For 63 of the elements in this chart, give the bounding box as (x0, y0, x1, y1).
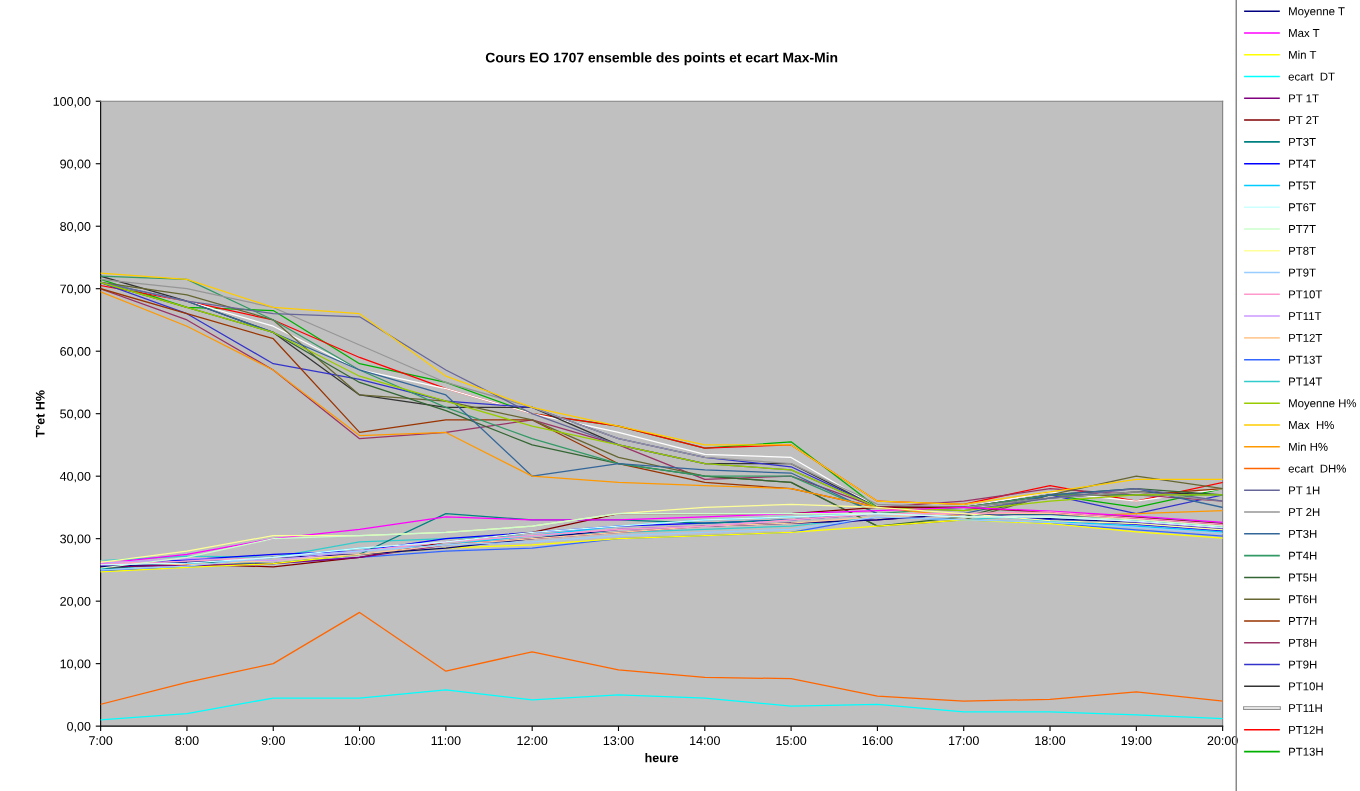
x-tick-label: 19:00 (1121, 736, 1152, 746)
legend-label: PT5H (1289, 573, 1317, 582)
legend-label: Moyenne H% (1289, 399, 1357, 410)
y-tick-label: 40,00 (59, 471, 91, 483)
legend-label: PT9H (1289, 660, 1317, 669)
x-tick-label: 20:00 (1207, 736, 1238, 746)
legend-label: PT7T (1289, 225, 1316, 233)
y-tick-label: 90,00 (60, 159, 91, 170)
legend-label: PT6H (1289, 595, 1317, 604)
chart-title: Cours EO 1707 ensemble des points et ecart Max-Min (485, 52, 838, 66)
legend-label: PT13H (1289, 747, 1323, 756)
legend-label: PT13T (1289, 355, 1323, 364)
y-tick-label: 100,00 (53, 97, 91, 108)
y-tick-label: 80,00 (60, 222, 91, 233)
legend-label: Max T (1289, 29, 1320, 38)
legend-label: Moyenne T (1289, 7, 1345, 18)
x-tick-label: 8:00 (175, 736, 199, 746)
legend-label: PT5T (1289, 181, 1316, 190)
x-tick-label: 10:00 (344, 736, 375, 746)
x-tick-label: 9:00 (261, 736, 285, 746)
x-tick-label: 18:00 (1035, 736, 1066, 746)
legend-label: PT3T (1289, 137, 1316, 146)
y-tick-label: 50,00 (60, 409, 91, 420)
legend-label: PT3H (1289, 529, 1317, 538)
x-tick-label: 7:00 (89, 736, 113, 746)
x-tick-label: 13:00 (603, 736, 634, 746)
legend-label: Max H% (1289, 421, 1334, 430)
legend-label: PT 2H (1289, 508, 1320, 517)
legend-label: PT14T (1289, 377, 1323, 386)
legend-label: ecart DT (1288, 72, 1335, 81)
y-tick-label: 20,00 (60, 596, 91, 608)
legend-label: PT 2T (1289, 116, 1319, 125)
x-tick-label: 16:00 (862, 736, 893, 746)
legend-label: PT11T (1289, 312, 1322, 321)
y-tick-label: 60,00 (60, 347, 91, 358)
y-axis-title: T°et H% (35, 390, 45, 438)
legend-label: PT10H (1289, 682, 1323, 691)
legend-label: PT 1T (1289, 94, 1319, 103)
legend-label: PT12T (1289, 333, 1323, 342)
legend-label: PT12H (1289, 725, 1323, 734)
legend-label: Min T (1289, 50, 1317, 59)
legend-label: PT4T (1289, 159, 1316, 168)
legend-label: PT11H (1289, 704, 1322, 713)
legend-label: PT7H (1289, 617, 1317, 625)
legend-label: PT 1H (1289, 486, 1320, 495)
x-axis-title: heure (645, 753, 679, 763)
y-tick-label: 70,00 (60, 284, 91, 295)
legend-label: PT10T (1289, 290, 1323, 299)
x-tick-label: 14:00 (690, 736, 720, 746)
x-tick-label: 15:00 (776, 736, 807, 746)
x-tick-label: 11:00 (431, 736, 461, 746)
legend-label: PT9T (1289, 268, 1316, 277)
legend-label: PT6T (1289, 203, 1316, 212)
y-tick-label: 10,00 (60, 659, 91, 670)
y-tick-label: 0,00 (67, 721, 91, 733)
y-tick-label: 30,00 (60, 534, 91, 545)
legend-label: PT4H (1289, 551, 1317, 560)
legend-label: Min H% (1289, 442, 1328, 451)
legend-label: ecart DH% (1288, 464, 1346, 473)
legend-label: PT8H (1289, 638, 1317, 647)
x-tick-label: 17:00 (949, 736, 979, 746)
legend-label: PT8T (1289, 246, 1316, 255)
x-tick-label: 12:00 (517, 736, 548, 746)
